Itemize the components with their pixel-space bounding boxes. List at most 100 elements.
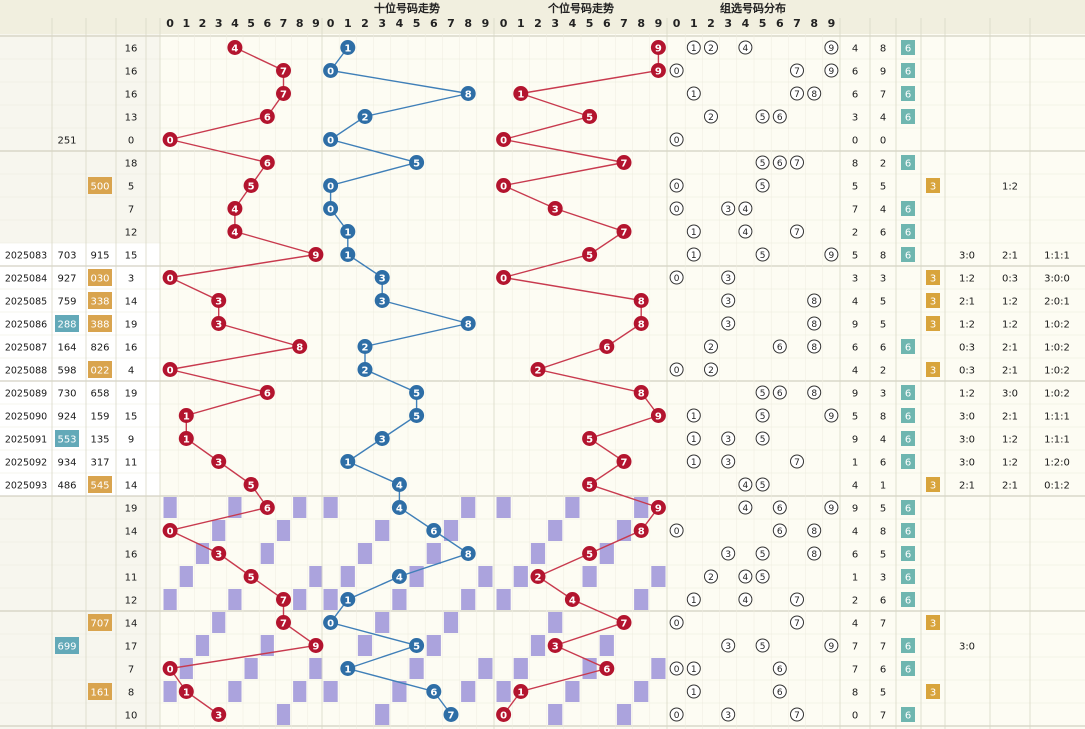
group-digit-mark xyxy=(755,109,770,124)
hundreds-digit-mark xyxy=(227,224,243,239)
group-digit-label: 5 xyxy=(760,159,766,169)
group-digit-mark xyxy=(704,109,718,124)
group-digit-label: 5 xyxy=(760,251,766,261)
hundreds-digit-label: 1 xyxy=(183,412,190,423)
hundreds-digit-mark xyxy=(211,293,227,308)
group-digit-label: 0 xyxy=(674,619,680,629)
tens-digit-label: 7 xyxy=(448,711,455,722)
group-digit-label: 2 xyxy=(708,343,714,353)
group3-label: 3 xyxy=(930,366,936,377)
ratio-1: 3:0 xyxy=(959,251,975,262)
stat-value-2: 4 xyxy=(880,205,886,216)
tens-digit-label: 0 xyxy=(327,619,334,630)
stat-value-1: 6 xyxy=(852,550,858,561)
stat-value-1: 5 xyxy=(852,251,858,262)
omission-bar xyxy=(260,543,274,564)
group-digit-label: 5 xyxy=(760,389,766,399)
units-digit-label: 4 xyxy=(569,596,576,607)
digit-header: 2 xyxy=(199,17,207,30)
tens-digit-mark xyxy=(443,707,459,722)
omission-bar xyxy=(426,543,441,564)
stat-value-2: 5 xyxy=(880,182,886,193)
group-digit-mark xyxy=(704,569,718,584)
omission-bar xyxy=(293,589,307,610)
units-digit-label: 5 xyxy=(586,550,593,561)
group-digit-label: 7 xyxy=(794,711,800,721)
tens-digit-label: 1 xyxy=(344,44,351,55)
omission-bar xyxy=(616,704,632,725)
omission-bar xyxy=(616,520,632,541)
stat-value-1: 1 xyxy=(852,458,858,469)
digit-header: 8 xyxy=(637,17,645,30)
stat-value-1: 1 xyxy=(852,573,858,584)
group-digit-mark xyxy=(772,523,787,538)
ratio-1: 0:3 xyxy=(959,343,975,354)
digit-header: 2 xyxy=(707,17,715,30)
group-digit-mark xyxy=(790,155,804,170)
stat-value-1: 7 xyxy=(852,665,858,676)
sum-value: 14 xyxy=(125,297,138,308)
tens-digit-label: 0 xyxy=(327,205,334,216)
group3-label: 3 xyxy=(930,481,936,492)
tens-digit-label: 1 xyxy=(344,228,351,239)
hundreds-digit-mark xyxy=(211,454,227,469)
group6-badge xyxy=(901,155,915,170)
group-digit-label: 5 xyxy=(760,113,766,123)
digit-header: 5 xyxy=(413,17,421,30)
group-digit-mark xyxy=(686,661,701,676)
stat-value-2: 7 xyxy=(880,642,886,653)
issue-number: 2025084 xyxy=(5,274,47,285)
tens-digit-mark xyxy=(340,247,356,262)
hundreds-digit-mark xyxy=(243,569,259,584)
digit-header: 3 xyxy=(215,17,223,30)
digit-header: 6 xyxy=(430,17,438,30)
prize-number: 934 xyxy=(57,458,76,469)
test-number: 915 xyxy=(90,251,109,262)
units-digit-mark xyxy=(547,638,563,653)
group-digit-mark xyxy=(704,362,718,377)
group6-badge xyxy=(901,339,915,354)
group-digit-label: 5 xyxy=(760,481,766,491)
group6-badge xyxy=(901,592,915,607)
units-digit-mark xyxy=(582,431,598,446)
group-digit-mark xyxy=(755,638,770,653)
hundreds-digit-label: 5 xyxy=(248,573,255,584)
ratio-1: 3:0 xyxy=(959,458,975,469)
stat-value-2: 2 xyxy=(880,366,886,377)
digit-header: 3 xyxy=(551,17,559,30)
tens-digit-mark xyxy=(374,270,390,285)
hundreds-digit-label: 1 xyxy=(183,688,190,699)
group6-label: 6 xyxy=(905,159,911,170)
tens-digit-label: 3 xyxy=(379,435,386,446)
test-number: 658 xyxy=(90,389,109,400)
ratio-3: 0:1:2 xyxy=(1044,481,1070,492)
ratio-2: 3:0 xyxy=(1002,389,1018,400)
digit-header: 2 xyxy=(534,17,542,30)
tens-digit-label: 6 xyxy=(430,527,437,538)
units-digit-label: 0 xyxy=(500,711,507,722)
omission-bar xyxy=(375,612,390,633)
group-digit-mark xyxy=(721,316,736,331)
tens-digit-label: 5 xyxy=(413,159,420,170)
group6-badge xyxy=(901,224,915,239)
sum-value: 3 xyxy=(128,274,134,285)
tens-digit-mark xyxy=(323,201,339,216)
ratio-2: 0:3 xyxy=(1002,274,1018,285)
group-digit-mark xyxy=(686,408,701,423)
group-digit-mark xyxy=(772,661,787,676)
group-digit-mark xyxy=(686,684,701,699)
tens-digit-mark xyxy=(374,293,390,308)
group-digit-label: 8 xyxy=(811,550,817,560)
omission-bar xyxy=(392,589,407,610)
group-digit-label: 7 xyxy=(794,458,800,468)
units-digit-mark xyxy=(496,132,512,147)
tens-digit-mark xyxy=(460,316,476,331)
stat-value-1: 5 xyxy=(852,182,858,193)
hundreds-digit-label: 4 xyxy=(231,44,238,55)
group-digit-mark xyxy=(755,546,770,561)
digit-header: 4 xyxy=(396,17,404,30)
digit-header: 7 xyxy=(793,17,801,30)
stat-value-2: 7 xyxy=(880,711,886,722)
tens-digit-mark xyxy=(409,385,425,400)
hundreds-digit-label: 3 xyxy=(215,550,222,561)
